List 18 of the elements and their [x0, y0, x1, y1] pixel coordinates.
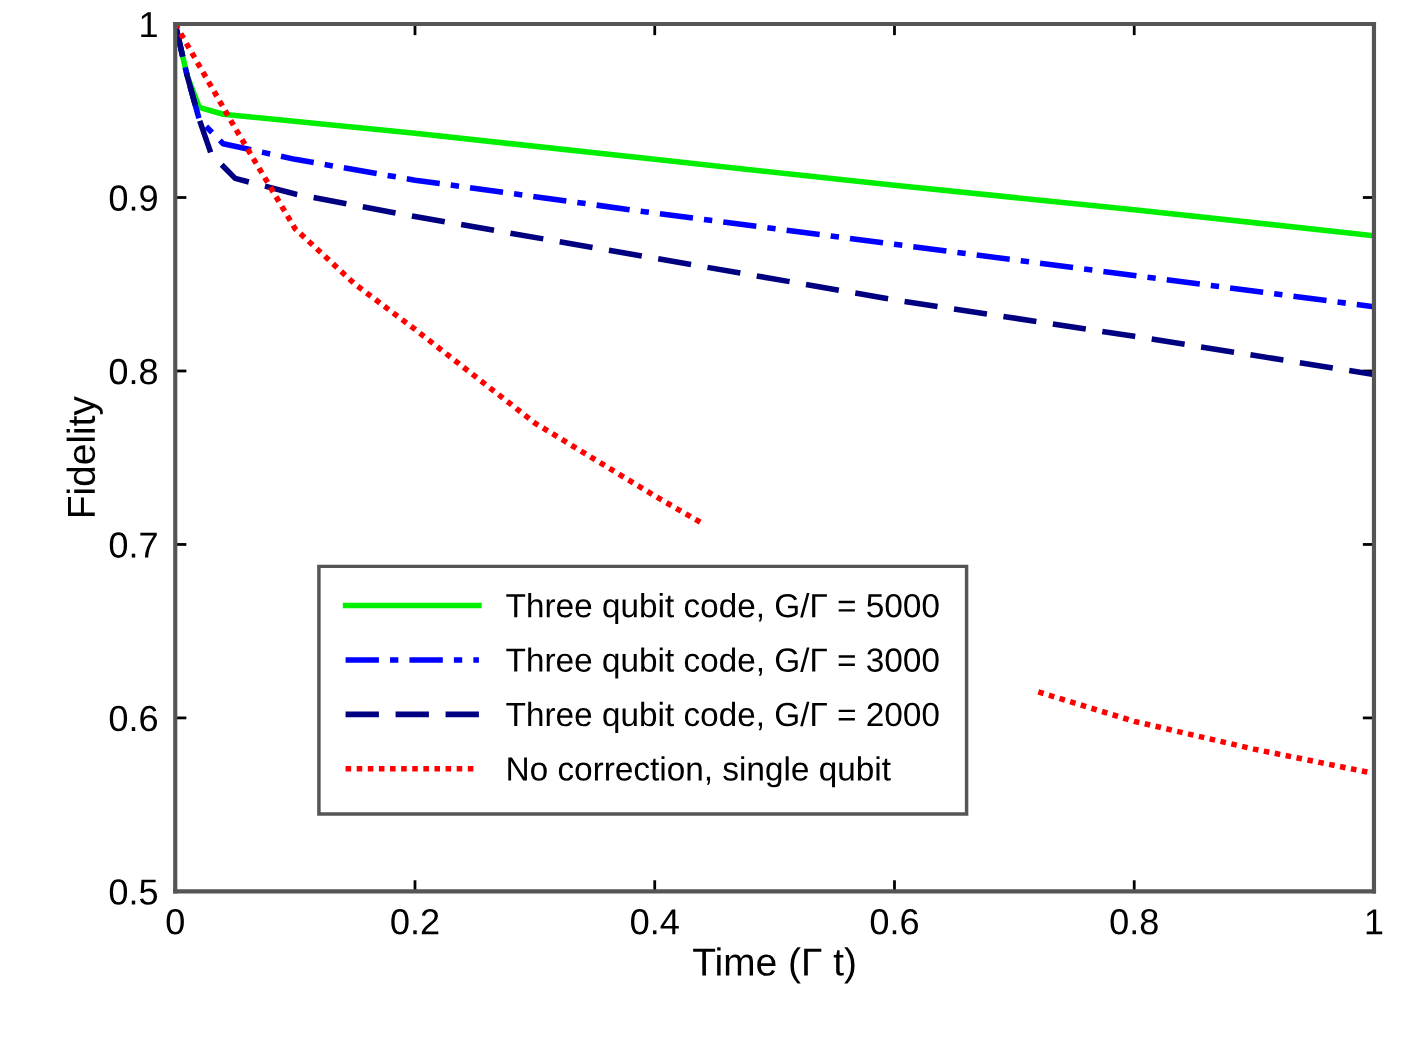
y-tick-label: 0.6 — [109, 705, 157, 732]
x-tick-label: 0.4 — [631, 909, 679, 935]
legend-label: Three qubit code, G/Γ = 2000 — [506, 701, 939, 733]
x-tick-label: 0.8 — [1110, 909, 1158, 935]
x-tick-label: 0 — [166, 909, 184, 935]
x-tick-label: 0.2 — [391, 909, 439, 935]
y-tick-label: 1 — [141, 12, 157, 38]
x-axis-title: Time (Γ t) — [693, 947, 855, 984]
legend-label: Three qubit code, G/Γ = 5000 — [506, 593, 939, 625]
legend-label: Three qubit code, G/Γ = 3000 — [506, 647, 939, 679]
y-tick-label: 0.7 — [109, 532, 157, 558]
y-tick-label: 0.8 — [109, 358, 158, 385]
legend-label: No correction, single qubit — [508, 756, 891, 788]
y-tick-label: 0.5 — [109, 879, 158, 905]
y-axis-title: Fidelity — [66, 396, 103, 517]
y-tick-label: 0.9 — [109, 185, 157, 211]
x-tick-label: 1 — [1366, 909, 1383, 935]
x-tick-label: 0.6 — [870, 909, 918, 935]
